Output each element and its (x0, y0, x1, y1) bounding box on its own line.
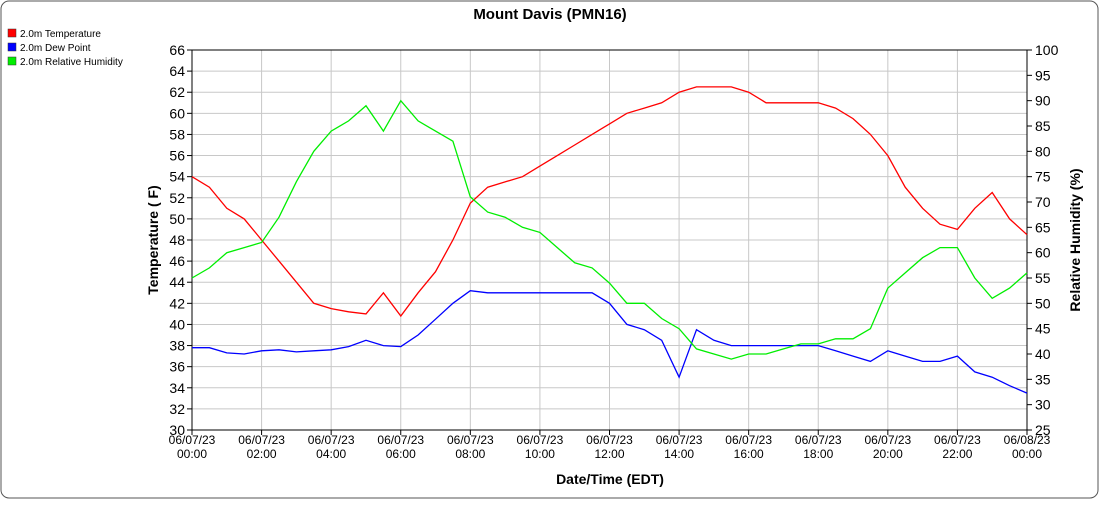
y-tick-label: 62 (169, 84, 185, 100)
x-tick-label: 06/07/23 04:00 (308, 433, 355, 461)
chart-title: Mount Davis (PMN16) (473, 6, 626, 23)
legend-swatch (7, 42, 17, 52)
y2-tick-label: 45 (1035, 321, 1051, 337)
y2-tick-label: 60 (1035, 245, 1051, 261)
legend-swatch (7, 56, 17, 66)
y-tick-label: 56 (169, 148, 185, 164)
y-tick-label: 52 (169, 190, 185, 206)
y2-tick-label: 35 (1035, 371, 1051, 387)
y-tick-label: 36 (169, 359, 185, 375)
y2-tick-label: 85 (1035, 118, 1051, 134)
y-tick-label: 64 (169, 63, 185, 79)
y2-tick-label: 95 (1035, 67, 1051, 83)
y2-tick-label: 25 (1035, 422, 1051, 438)
y-tick-label: 46 (169, 253, 185, 269)
y-tick-label: 60 (169, 105, 185, 121)
legend-label: 2.0m Relative Humidity (20, 57, 123, 68)
legend-swatch (7, 28, 17, 38)
y-tick-label: 38 (169, 338, 185, 354)
x-tick-label: 06/07/23 22:00 (934, 433, 981, 461)
legend-label: 2.0m Temperature (20, 29, 101, 40)
x-tick-label: 06/07/23 14:00 (656, 433, 703, 461)
x-tick-label: 06/07/23 00:00 (169, 433, 216, 461)
y-axis-title: Temperature ( F) (145, 185, 161, 294)
series-line (191, 86, 1028, 318)
series-line (191, 99, 1028, 360)
y-tick-label: 48 (169, 232, 185, 248)
x-tick-label: 06/07/23 08:00 (447, 433, 494, 461)
y2-tick-label: 65 (1035, 219, 1051, 235)
x-tick-label: 06/07/23 02:00 (238, 433, 285, 461)
y2-tick-label: 75 (1035, 169, 1051, 185)
y-tick-label: 32 (169, 401, 185, 417)
y2-tick-label: 30 (1035, 397, 1051, 413)
y2-tick-label: 70 (1035, 194, 1051, 210)
y2-tick-label: 40 (1035, 346, 1051, 362)
x-tick-label: 06/07/23 18:00 (795, 433, 842, 461)
y-tick-label: 54 (169, 169, 185, 185)
y2-tick-label: 50 (1035, 295, 1051, 311)
y-tick-label: 66 (169, 42, 185, 58)
x-tick-label: 06/07/23 06:00 (377, 433, 424, 461)
y2-tick-label: 90 (1035, 93, 1051, 109)
y2-tick-label: 100 (1035, 42, 1059, 58)
y-tick-label: 40 (169, 316, 185, 332)
plot-area (191, 49, 1028, 431)
x-tick-label: 06/07/23 20:00 (864, 433, 911, 461)
y-tick-label: 44 (169, 274, 185, 290)
x-axis-title: Date/Time (EDT) (556, 471, 664, 487)
x-tick-label: 06/07/23 10:00 (517, 433, 564, 461)
y-tick-label: 50 (169, 211, 185, 227)
y-tick-label: 58 (169, 126, 185, 142)
y2-axis-title: Relative Humidity (%) (1067, 168, 1083, 311)
y-tick-label: 42 (169, 295, 185, 311)
x-tick-label: 06/07/23 12:00 (586, 433, 633, 461)
x-tick-label: 06/08/23 00:00 (1004, 433, 1051, 461)
y2-tick-label: 55 (1035, 270, 1051, 286)
y2-tick-label: 80 (1035, 143, 1051, 159)
y-tick-label: 30 (169, 422, 185, 438)
y-tick-label: 34 (169, 380, 185, 396)
series-line (192, 290, 1028, 394)
x-tick-label: 06/07/23 16:00 (725, 433, 772, 461)
legend-label: 2.0m Dew Point (20, 43, 91, 54)
